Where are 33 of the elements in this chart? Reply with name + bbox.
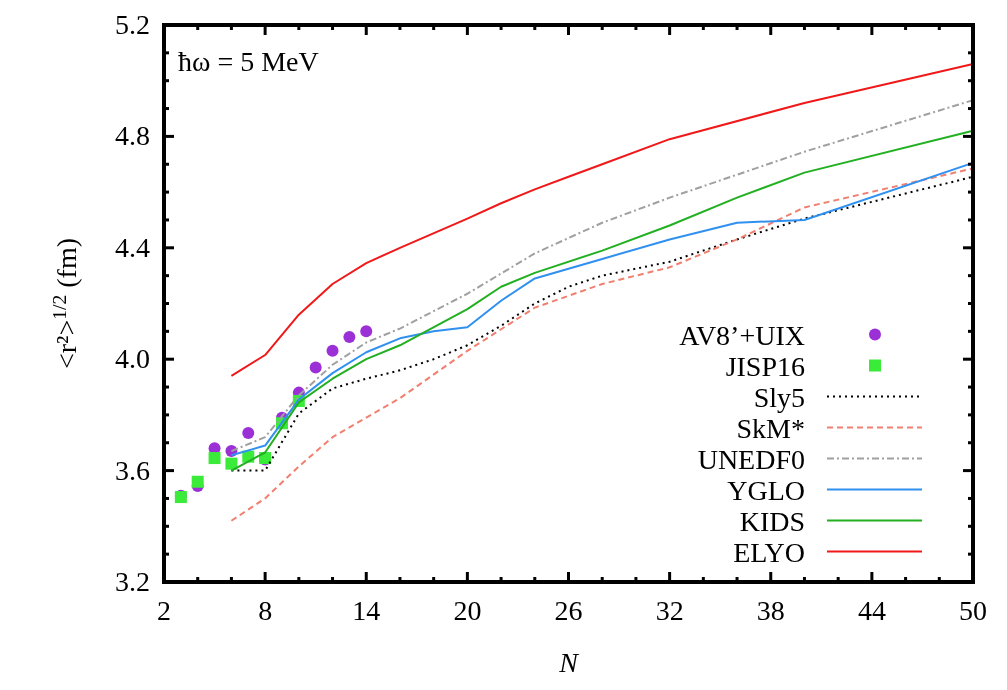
legend-label: Sly5 — [753, 381, 805, 413]
point — [191, 475, 204, 488]
x-tick-label: 50 — [959, 595, 987, 626]
point — [326, 344, 339, 357]
point — [343, 330, 356, 343]
x-axis-title: N — [558, 647, 580, 678]
x-tick-label: 38 — [756, 595, 785, 626]
annotation: ħω = 5 MeV — [178, 46, 319, 77]
y-tick-label: 5.2 — [115, 9, 150, 40]
x-tick-label: 26 — [554, 595, 583, 626]
legend-label: UNEDF0 — [697, 443, 805, 475]
y-tick-label: 4.8 — [115, 120, 150, 152]
x-tick-label: 2 — [157, 595, 171, 626]
y-tick-label: 3.2 — [115, 566, 150, 597]
point — [309, 361, 322, 374]
legend-label: SkM* — [736, 412, 805, 444]
y-tick-label: 3.6 — [115, 454, 150, 486]
x-tick-label: 8 — [258, 595, 273, 626]
x-tick-label: 14 — [352, 595, 381, 626]
y-tick-label: 4.0 — [115, 343, 150, 375]
x-tick-label: 20 — [453, 595, 482, 626]
legend-label: KIDS — [739, 505, 805, 537]
y-tick-label: 4.4 — [115, 231, 150, 263]
legend-label: YGLO — [727, 474, 805, 506]
point — [360, 325, 373, 338]
legend-label: JISP16 — [725, 350, 805, 382]
point — [208, 452, 221, 465]
point — [242, 427, 255, 439]
x-tick-label: 32 — [655, 595, 684, 626]
x-tick-label: 44 — [857, 595, 886, 626]
legend-label: AV8’+UIX — [679, 319, 805, 351]
legend-label: ELYO — [733, 536, 805, 568]
point — [225, 457, 238, 470]
